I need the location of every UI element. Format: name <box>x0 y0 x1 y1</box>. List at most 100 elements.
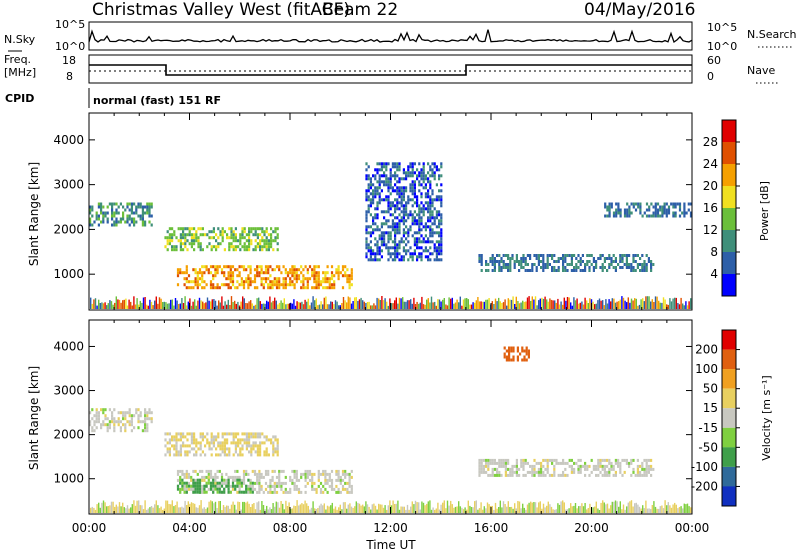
echo-cell <box>106 220 109 224</box>
echo-cell <box>220 490 224 494</box>
ground-scatter-cell <box>339 504 341 513</box>
echo-cell <box>108 408 111 412</box>
echo-cell <box>302 283 305 287</box>
ground-scatter-cell <box>298 505 300 513</box>
echo-cell <box>537 257 540 260</box>
echo-cell <box>315 490 318 494</box>
echo-cell <box>97 205 100 209</box>
echo-cell <box>643 211 646 215</box>
echo-cell <box>683 214 686 218</box>
echo-cell <box>429 219 432 223</box>
echo-cell <box>260 283 263 287</box>
echo-cell <box>548 263 551 266</box>
echo-cell <box>265 450 268 454</box>
echo-cell <box>650 263 653 266</box>
ground-scatter-cell <box>456 506 458 513</box>
echo-cell <box>275 484 279 488</box>
ground-scatter-cell <box>360 505 362 513</box>
echo-cell <box>95 217 98 221</box>
echo-cell <box>275 283 279 287</box>
echo-cell <box>201 490 204 494</box>
echo-cell <box>383 171 386 175</box>
echo-cell <box>650 464 653 468</box>
echo-cell <box>223 441 226 445</box>
echo-cell <box>424 201 427 205</box>
echo-cell <box>315 277 318 281</box>
echo-cell <box>137 214 140 218</box>
echo-cell <box>315 487 318 491</box>
echo-cell <box>237 444 240 448</box>
echo-cell <box>372 258 375 262</box>
echo-cell <box>124 220 127 224</box>
ground-scatter-cell <box>181 506 183 513</box>
echo-cell <box>286 274 290 278</box>
echo-cell <box>272 239 275 243</box>
ground-scatter-cell <box>483 301 485 309</box>
echo-cell <box>369 213 372 217</box>
ground-scatter-cell <box>450 500 452 513</box>
echo-cell <box>265 435 268 439</box>
ground-scatter-cell <box>550 506 553 513</box>
echo-cell <box>387 249 390 253</box>
ground-scatter-cell <box>451 504 453 513</box>
echo-cell <box>427 249 430 253</box>
echo-cell <box>269 481 272 485</box>
echo-cell <box>389 231 392 235</box>
echo-cell <box>535 461 538 465</box>
ground-scatter-cell <box>317 305 319 309</box>
ground-scatter-cell <box>472 302 474 309</box>
echo-cell <box>144 417 147 421</box>
echo-cell <box>507 473 510 477</box>
colorbar-swatch <box>722 252 736 274</box>
echo-cell <box>217 444 220 448</box>
echo-cell <box>535 269 538 272</box>
echo-cell <box>175 441 178 445</box>
ground-scatter-cell <box>566 509 569 513</box>
echo-cell <box>207 481 210 485</box>
echo-cell <box>527 355 530 359</box>
ground-scatter-cell <box>574 300 577 309</box>
echo-cell <box>335 490 338 494</box>
ground-scatter-cell <box>99 303 101 309</box>
echo-cell <box>326 472 329 476</box>
ground-scatter-cell <box>518 303 521 309</box>
echo-cell <box>337 490 340 494</box>
ground-scatter-cell <box>286 506 289 513</box>
echo-cell <box>175 447 178 451</box>
echo-cell <box>243 227 246 231</box>
ground-scatter-cell <box>258 297 260 309</box>
echo-cell <box>634 269 637 272</box>
ground-scatter-cell <box>293 505 295 513</box>
echo-cell <box>264 469 268 473</box>
echo-cell <box>418 222 421 226</box>
echo-cell <box>173 447 176 451</box>
echo-cell <box>203 265 206 269</box>
echo-cell <box>626 208 629 212</box>
echo-cell <box>216 268 219 272</box>
echo-cell <box>652 211 655 215</box>
echo-cell <box>498 263 501 266</box>
echo-cell <box>387 219 390 223</box>
echo-cell <box>269 274 272 278</box>
echo-cell <box>557 260 560 263</box>
echo-cell <box>183 271 186 275</box>
echo-cell <box>577 260 580 263</box>
echo-cell <box>317 283 320 287</box>
echo-cell <box>253 268 257 272</box>
echo-cell <box>424 195 427 199</box>
echo-cell <box>374 243 377 247</box>
echo-cell <box>306 481 309 485</box>
echo-cell <box>523 358 526 362</box>
echo-cell <box>133 223 136 227</box>
echo-cell <box>195 239 198 243</box>
echo-cell <box>440 183 443 187</box>
ground-scatter-cell <box>560 301 562 309</box>
ground-scatter-cell <box>507 298 509 309</box>
echo-cell <box>394 231 397 235</box>
echo-cell <box>194 478 197 482</box>
echo-cell <box>274 447 277 451</box>
echo-cell <box>544 266 547 269</box>
colorbar-tick-label: 8 <box>710 245 718 259</box>
echo-cell <box>274 236 277 240</box>
ground-scatter-cell <box>139 505 141 513</box>
